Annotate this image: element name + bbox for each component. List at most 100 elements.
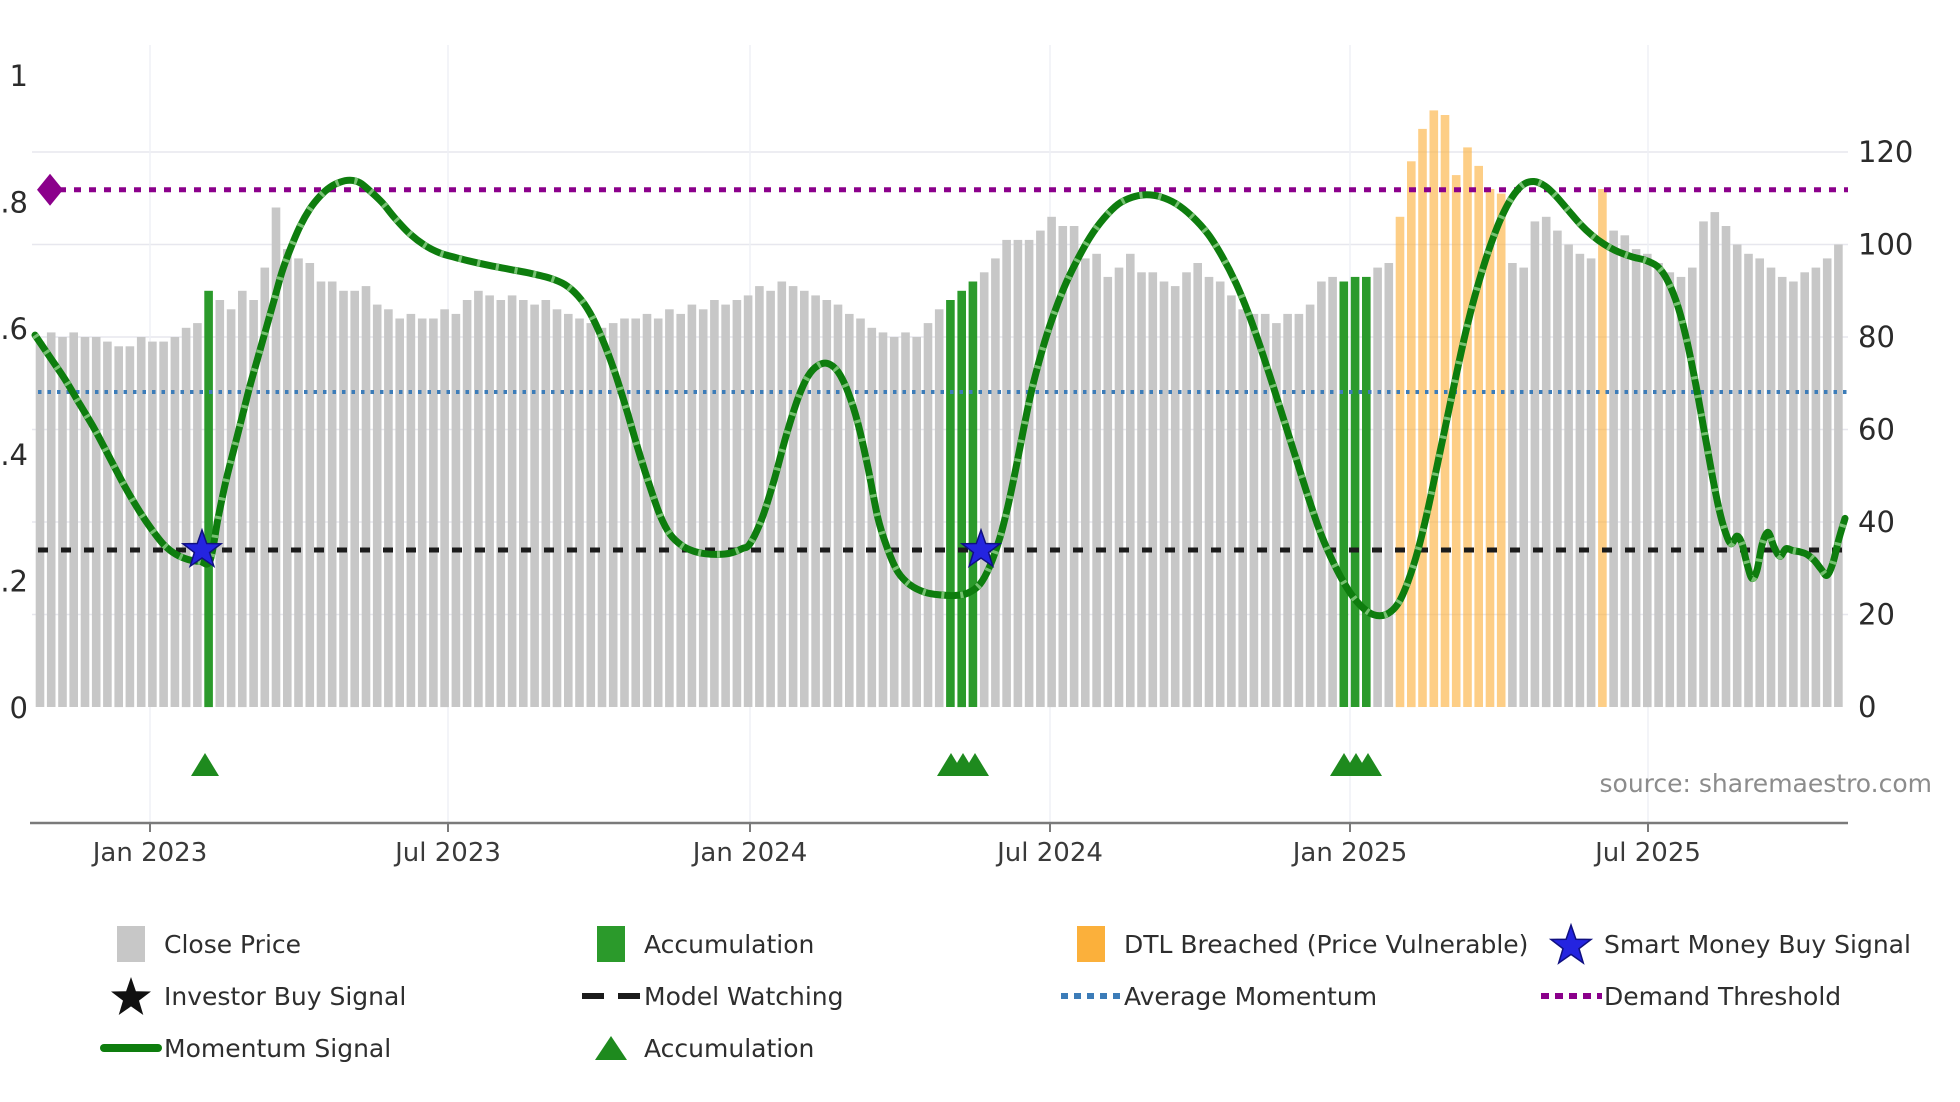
right-axis-tick-label: 120 xyxy=(1858,135,1913,169)
orange-swatch-icon xyxy=(1058,925,1124,963)
accumulation-bar xyxy=(204,290,213,708)
left-axis-tick-label: 0.8 xyxy=(0,185,28,219)
legend-label: Investor Buy Signal xyxy=(164,981,407,1011)
close-price-bar xyxy=(125,346,135,708)
close-price-bar xyxy=(1328,276,1337,707)
close-price-bar xyxy=(350,290,359,708)
close-price-bar xyxy=(608,323,618,707)
close-price-bar xyxy=(1126,253,1135,708)
close-price-bar xyxy=(1215,281,1225,707)
x-tick-label: Jul 2025 xyxy=(1593,838,1701,868)
dtl-breached-bar xyxy=(1598,189,1607,707)
close-price-bar xyxy=(1732,244,1742,707)
legend-label: Momentum Signal xyxy=(164,1033,392,1063)
close-price-bar xyxy=(159,341,168,707)
close-price-bar xyxy=(1834,244,1843,707)
close-price-bar xyxy=(305,263,315,707)
right-axis-tick-label: 20 xyxy=(1858,598,1895,632)
close-price-bar xyxy=(1384,263,1394,707)
price-momentum-chart: Jan 2023 Jul 2023 Jan 2024 Jul 2024 Jan 2025… xyxy=(0,45,1932,868)
close-price-bar xyxy=(1249,313,1259,707)
close-price-bar xyxy=(1508,263,1517,707)
legend-label: Close Price xyxy=(164,929,302,959)
right-axis-tick-label: 40 xyxy=(1858,505,1895,539)
close-price-bar xyxy=(58,337,67,707)
legend-item-demand-threshold: Demand Threshold xyxy=(1538,970,1911,1022)
close-price-bar xyxy=(1766,267,1776,707)
close-price-bar xyxy=(1586,258,1596,707)
legend-item-average-momentum: Average Momentum xyxy=(1058,970,1528,1022)
close-price-swatch-icon xyxy=(98,925,164,963)
close-price-bar xyxy=(979,272,989,708)
close-price-bar xyxy=(991,258,1000,707)
close-price-bar xyxy=(339,290,348,708)
close-price-bar xyxy=(429,318,438,707)
close-price-bar xyxy=(1519,267,1528,707)
close-price-bar xyxy=(1643,253,1652,708)
close-price-bar xyxy=(1103,276,1113,707)
dtl-breached-bar xyxy=(1463,147,1472,707)
close-price-bar xyxy=(867,327,877,708)
close-price-bar xyxy=(1699,221,1708,707)
close-price-bar xyxy=(103,341,112,707)
accumulation-triangle-icon xyxy=(961,753,989,776)
close-price-bar xyxy=(148,341,157,707)
dtl-breached-bar xyxy=(1418,128,1427,707)
close-price-bar xyxy=(1373,267,1382,707)
close-price-bar xyxy=(1609,230,1618,707)
close-price-bar xyxy=(878,332,888,707)
close-price-bar xyxy=(1137,272,1146,708)
close-price-bar xyxy=(1721,226,1731,707)
close-price-bar xyxy=(283,249,292,707)
close-price-bar xyxy=(597,327,607,708)
close-price-bar xyxy=(856,318,865,707)
close-price-bar xyxy=(676,313,685,707)
dtl-breached-bar xyxy=(1451,175,1461,708)
close-price-bar xyxy=(1530,221,1540,707)
close-price-bar xyxy=(114,346,123,708)
legend-item-accumulation-bar: Accumulation xyxy=(578,918,844,970)
legend-item-accumulation-triangle: Accumulation xyxy=(578,1022,844,1074)
close-price-bar xyxy=(271,207,281,707)
close-price-bar xyxy=(462,300,472,707)
x-tick-label: Jan 2025 xyxy=(1291,838,1408,868)
close-price-bar xyxy=(1575,253,1585,708)
close-price-bar xyxy=(91,337,101,707)
accumulation-bar xyxy=(968,281,978,707)
accumulation-bar xyxy=(1362,276,1371,707)
close-price-bar xyxy=(923,323,933,707)
close-price-bar xyxy=(372,304,382,707)
legend-item-smart-money: Smart Money Buy Signal xyxy=(1538,918,1911,970)
close-price-bar xyxy=(384,309,393,708)
right-axis-tick-label: 0 xyxy=(1858,690,1876,724)
x-tick-label: Jul 2024 xyxy=(995,838,1103,868)
close-price-bar xyxy=(743,295,753,707)
black-star-icon xyxy=(98,974,164,1018)
close-price-bar xyxy=(552,309,562,708)
close-price-bar xyxy=(361,286,371,707)
legend-item-close-price: Close Price xyxy=(98,918,406,970)
dtl-breached-bar xyxy=(1407,161,1416,708)
close-price-bar xyxy=(1676,276,1686,707)
close-price-bar xyxy=(316,281,326,707)
close-price-bar xyxy=(586,323,596,707)
close-price-bar xyxy=(1710,212,1720,707)
x-tick-label: Jul 2023 xyxy=(393,838,501,868)
close-price-bar xyxy=(1755,258,1764,707)
close-price-bar xyxy=(1744,253,1753,708)
legend-item-investor-buy-signal: Investor Buy Signal xyxy=(98,970,406,1022)
green-swatch-icon xyxy=(578,925,644,963)
close-price-bar xyxy=(1159,281,1169,707)
close-price-bar xyxy=(564,313,573,707)
close-price-bar xyxy=(1789,281,1798,707)
close-price-bar xyxy=(1317,281,1326,707)
legend-label: Accumulation xyxy=(644,1033,815,1063)
accumulation-bar xyxy=(957,290,966,708)
close-price-bar xyxy=(1002,239,1011,707)
close-price-bar xyxy=(642,313,652,707)
close-price-bar xyxy=(260,267,270,707)
legend-item-momentum-signal: Momentum Signal xyxy=(98,1022,406,1074)
close-price-bar xyxy=(46,332,56,707)
close-price-bar xyxy=(181,327,191,708)
close-price-bar xyxy=(800,290,809,708)
